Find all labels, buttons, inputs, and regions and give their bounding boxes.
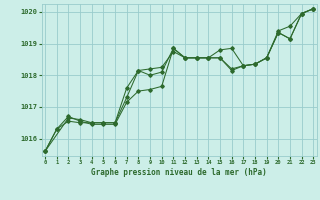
X-axis label: Graphe pression niveau de la mer (hPa): Graphe pression niveau de la mer (hPa)	[91, 168, 267, 177]
